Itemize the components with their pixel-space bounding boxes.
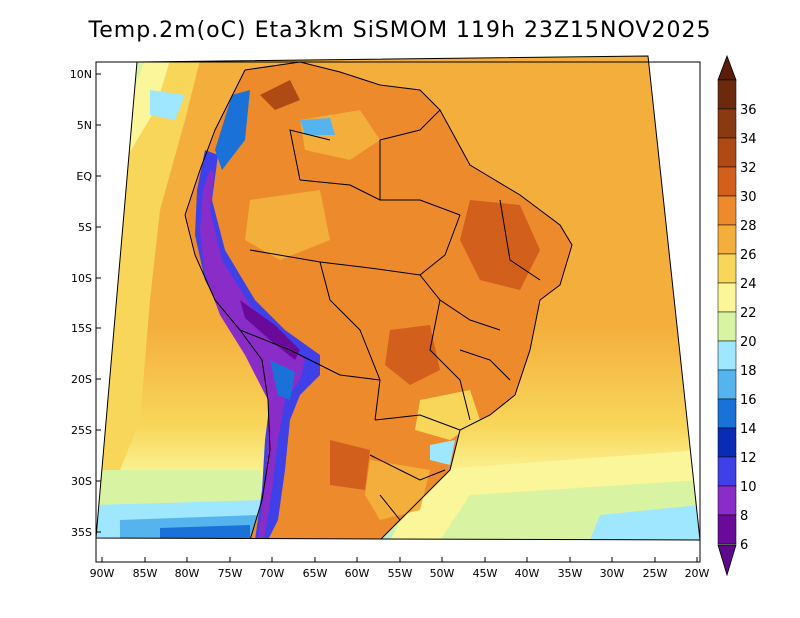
colorbar-label: 6 — [740, 538, 748, 553]
colorbar-segment — [717, 398, 737, 429]
borders — [184, 61, 573, 540]
colorbar-label: 18 — [740, 364, 757, 379]
colorbar-label: 30 — [740, 190, 757, 205]
lat-label: 30S — [71, 475, 92, 488]
colorbar-segment — [717, 485, 737, 516]
lon-label: 35W — [558, 567, 583, 580]
lat-label: 5N — [77, 119, 92, 132]
lon-label: 65W — [303, 567, 328, 580]
lat-label: EQ — [76, 170, 92, 183]
colorbar-label: 10 — [740, 480, 757, 495]
colorbar-segment — [717, 108, 737, 139]
lon-label: 25W — [643, 567, 668, 580]
lon-label: 90W — [90, 567, 115, 580]
colorbar-label: 26 — [740, 248, 757, 263]
colorbar-label: 36 — [740, 103, 757, 118]
lon-label: 55W — [388, 567, 413, 580]
map-title: Temp.2m(oC) Eta3km SiSMOM 119h 23Z15NOV2… — [88, 18, 712, 43]
lat-label: 5S — [78, 221, 92, 234]
colorbar-top-arrow — [717, 54, 737, 81]
map-field — [96, 56, 700, 540]
colorbar: 36 34 32 30 28 26 24 22 20 18 16 14 12 1… — [717, 54, 757, 577]
lat-axis: 10N 5N EQ 5S 10S 15S 20S 25S 30S 35S — [70, 68, 101, 539]
colorbar-segment — [717, 311, 737, 342]
lon-label: 40W — [515, 567, 540, 580]
lon-label: 20W — [685, 567, 710, 580]
colorbar-label: 20 — [740, 335, 757, 350]
colorbar-segment — [717, 195, 737, 226]
colorbar-segment — [717, 253, 737, 284]
colorbar-label: 14 — [740, 422, 757, 437]
colorbar-segment — [717, 79, 737, 110]
colorbar-segment — [717, 427, 737, 458]
lon-axis: 90W 85W 80W 75W 70W 65W 60W 55W 50W 45W … — [90, 557, 710, 580]
lon-label: 70W — [260, 567, 285, 580]
lat-label: 10N — [70, 68, 92, 81]
colorbar-segment — [717, 224, 737, 255]
plot-frame — [95, 61, 701, 563]
lon-label: 75W — [218, 567, 243, 580]
lat-label: 20S — [71, 373, 92, 386]
lat-label: 10S — [71, 272, 92, 285]
colorbar-label: 12 — [740, 451, 757, 466]
lat-label: 25S — [71, 424, 92, 437]
lat-label: 35S — [71, 526, 92, 539]
colorbar-segment — [717, 137, 737, 168]
colorbar-bottom-arrow — [717, 544, 737, 577]
lat-label: 15S — [71, 322, 92, 335]
colorbar-segment — [717, 166, 737, 197]
colorbar-segment — [717, 282, 737, 313]
colorbar-label: 16 — [740, 393, 757, 408]
lon-label: 30W — [600, 567, 625, 580]
colorbar-label: 8 — [740, 509, 748, 524]
lon-label: 45W — [473, 567, 498, 580]
lon-label: 80W — [175, 567, 200, 580]
colorbar-label: 22 — [740, 306, 757, 321]
lon-label: 60W — [345, 567, 370, 580]
colorbar-label: 28 — [740, 219, 757, 234]
lon-label: 50W — [430, 567, 455, 580]
lon-label: 85W — [133, 567, 158, 580]
colorbar-label: 24 — [740, 277, 757, 292]
colorbar-label: 34 — [740, 132, 757, 147]
colorbar-segment — [717, 456, 737, 487]
colorbar-segment — [717, 340, 737, 371]
colorbar-label: 32 — [740, 161, 757, 176]
colorbar-segment — [717, 369, 737, 400]
colorbar-segment — [717, 514, 737, 545]
